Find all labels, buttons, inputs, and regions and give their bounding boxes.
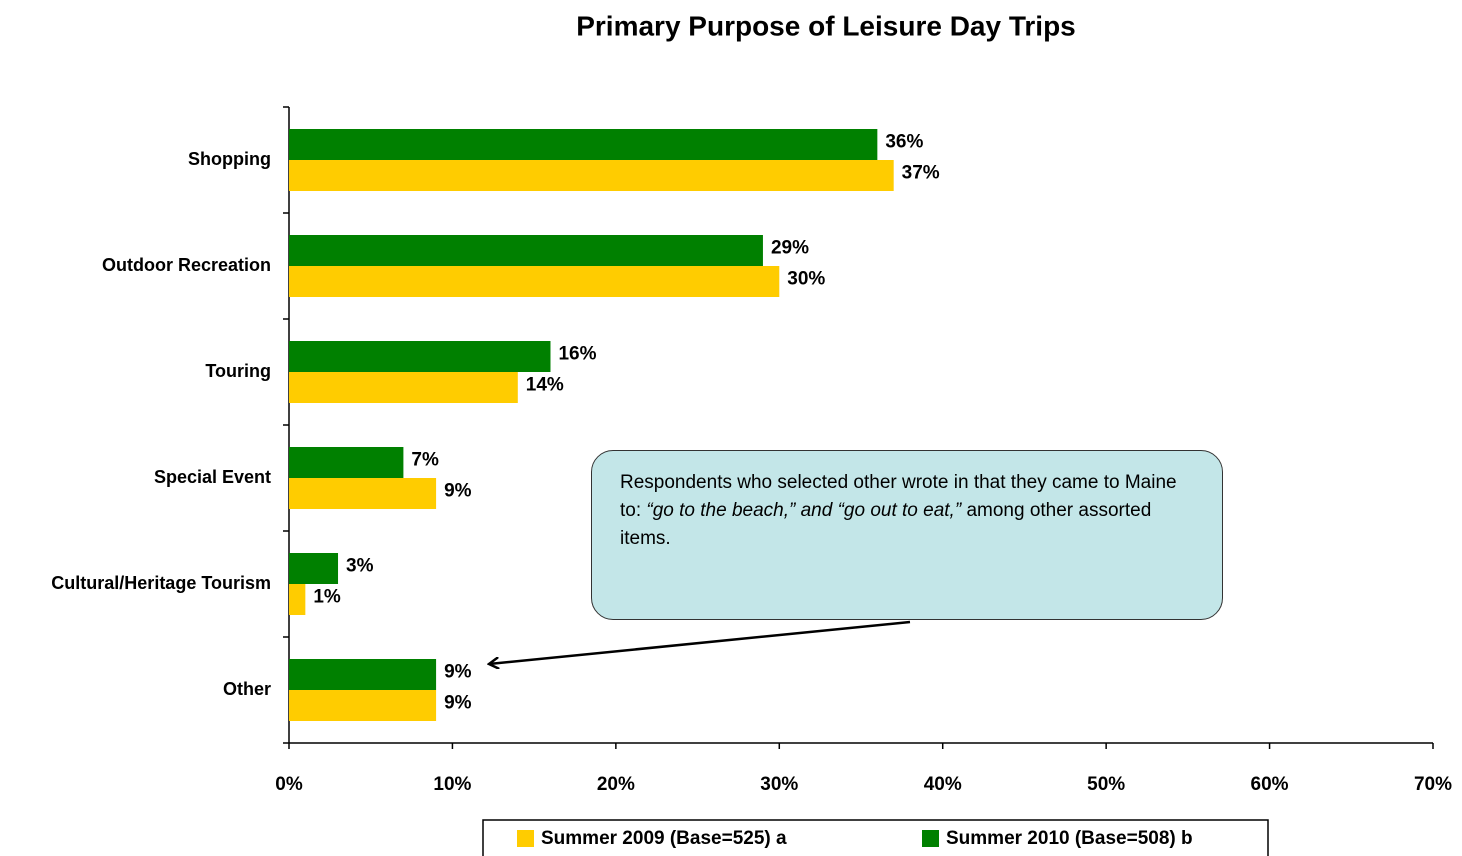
bar [289, 372, 518, 403]
bar [289, 659, 437, 690]
annotation-quote: “go to the beach,” and “go out to eat,” [646, 500, 962, 521]
bar [289, 341, 551, 372]
y-tick-label: Cultural/Heritage Tourism [51, 573, 271, 593]
x-tick-label: 70% [1414, 774, 1452, 795]
value-label: 29% [771, 238, 809, 259]
y-tick-label: Other [223, 679, 271, 699]
value-label: 37% [902, 163, 940, 184]
bar [289, 160, 894, 191]
x-tick-label: 20% [597, 774, 635, 795]
legend-box [482, 819, 1269, 856]
value-label: 9% [444, 662, 472, 683]
bar [289, 235, 763, 266]
value-label: 1% [313, 587, 341, 608]
chart-title: Primary Purpose of Leisure Day Trips [576, 10, 1076, 41]
value-label: 14% [526, 375, 564, 396]
x-tick-label: 40% [924, 774, 962, 795]
legend-label: Summer 2009 (Base=525) a [541, 828, 787, 849]
annotation: Respondents who selected other wrote in … [591, 450, 1223, 620]
y-tick-label: Special Event [154, 467, 271, 487]
value-label: 7% [411, 450, 439, 471]
annotation-text: among other assorted items. [620, 500, 1152, 549]
legend-label: Summer 2010 (Base=508) b [946, 828, 1193, 849]
y-tick-label: Outdoor Recreation [102, 255, 271, 275]
bar [289, 447, 404, 478]
y-tick-label: Shopping [188, 149, 271, 169]
x-tick-label: 30% [760, 774, 798, 795]
bar [289, 266, 780, 297]
y-tick-label: Touring [205, 361, 271, 381]
x-tick-label: 0% [275, 774, 303, 795]
bar [289, 129, 878, 160]
value-label: 9% [444, 693, 472, 714]
bar [289, 690, 437, 721]
value-label: 9% [444, 481, 472, 502]
value-label: 30% [787, 269, 825, 290]
x-tick-label: 10% [433, 774, 471, 795]
x-tick-label: 60% [1251, 774, 1289, 795]
legend-swatch [922, 830, 939, 847]
annotation-text: Respondents who selected other wrote in … [620, 472, 1177, 521]
value-label: 3% [346, 556, 374, 577]
legend-swatch [517, 830, 534, 847]
value-label: 16% [558, 344, 596, 365]
bar [289, 584, 306, 615]
value-label: 36% [885, 132, 923, 153]
bar [289, 478, 437, 509]
x-tick-label: 50% [1087, 774, 1125, 795]
bar [289, 553, 339, 584]
